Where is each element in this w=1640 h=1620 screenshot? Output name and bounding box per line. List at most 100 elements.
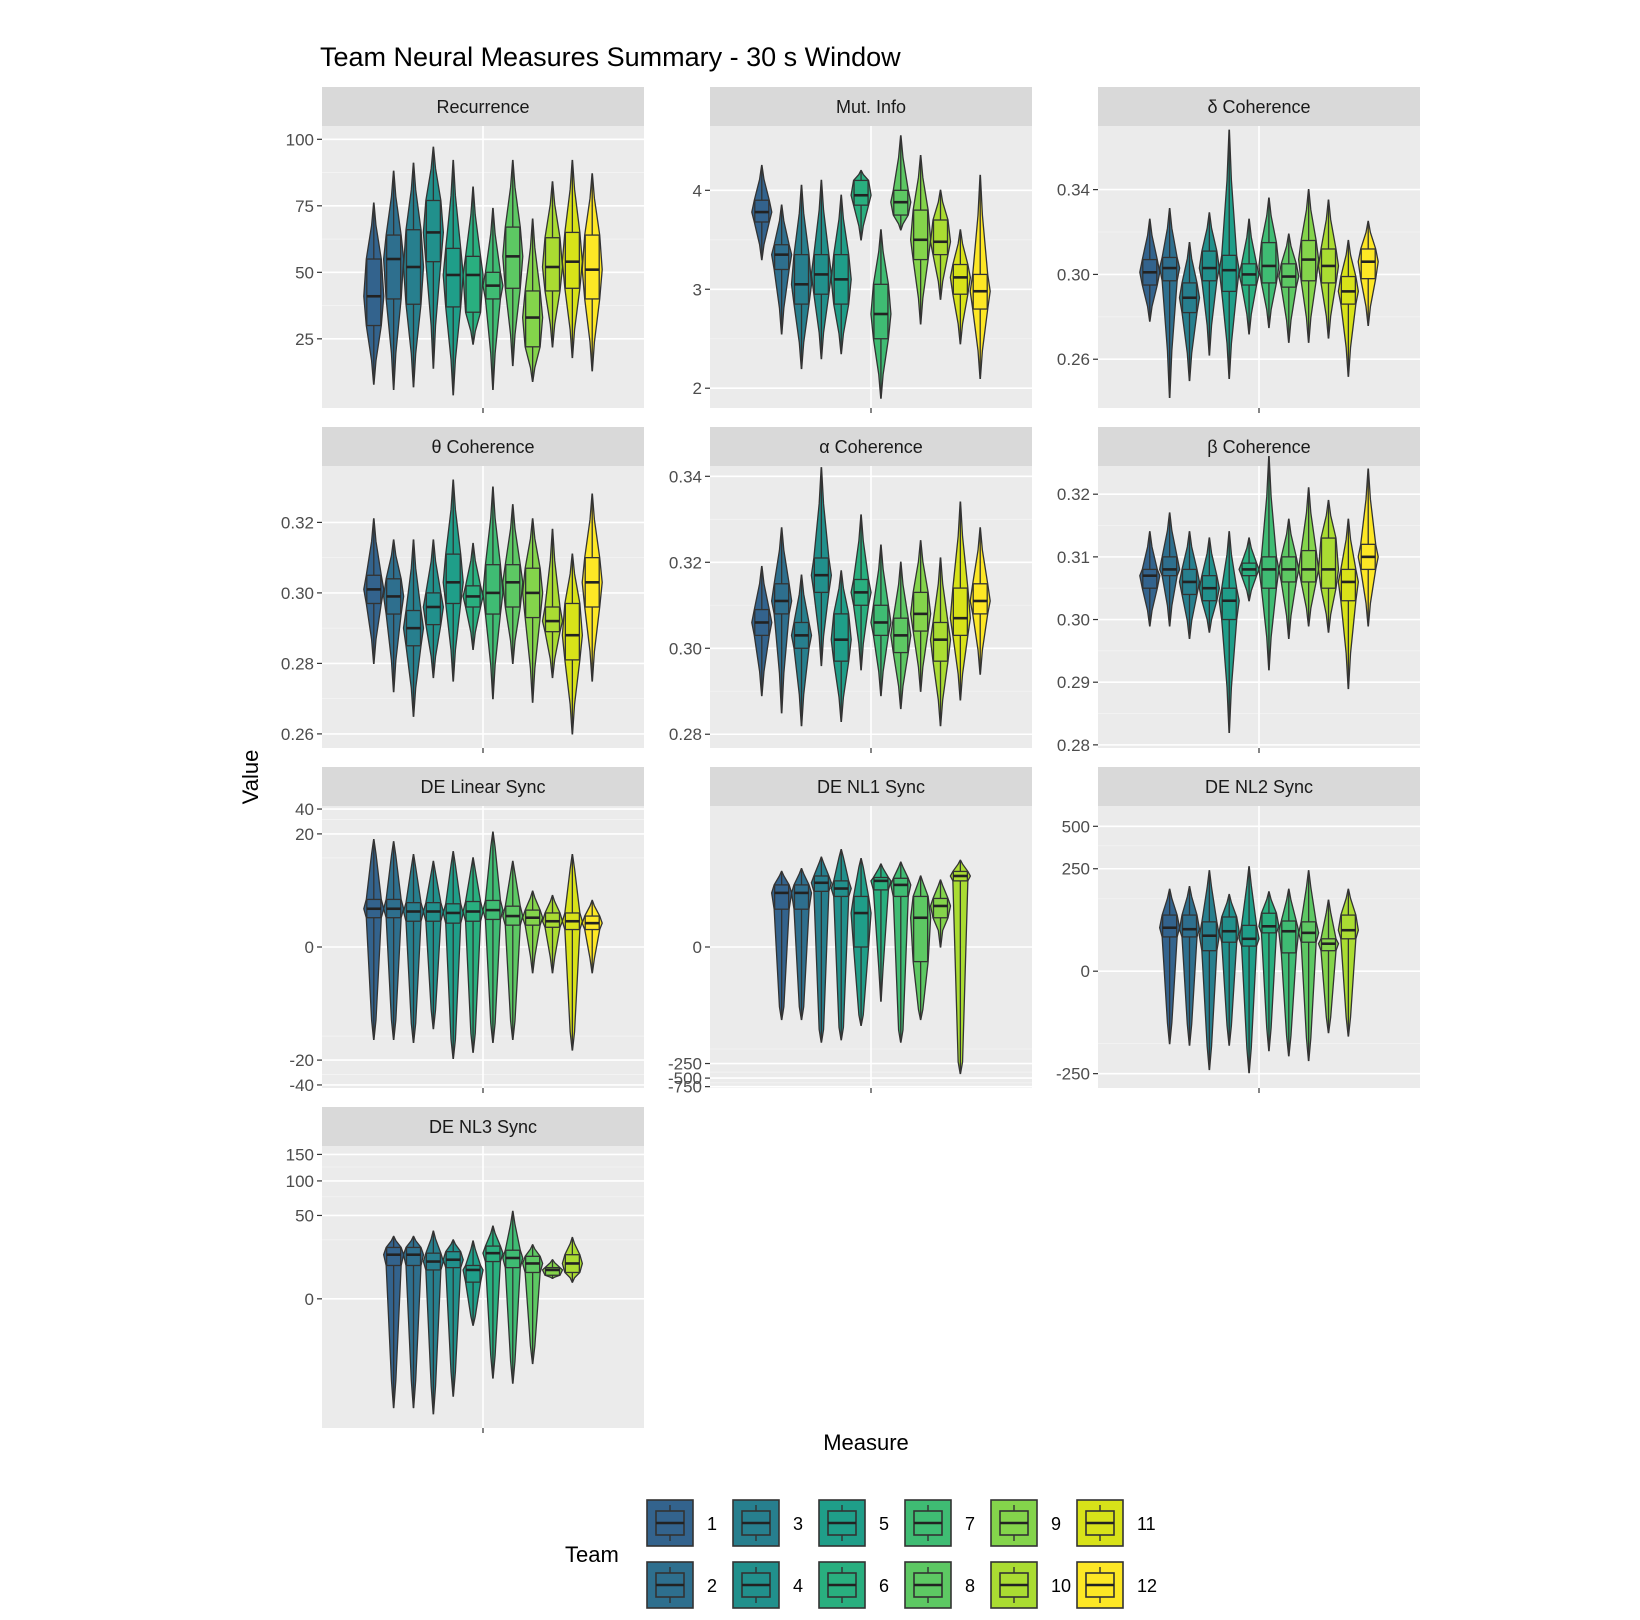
box-iqr	[544, 606, 561, 633]
strip-label: DE NL3 Sync	[429, 1117, 537, 1137]
legend-key-team-11: 11	[1076, 1499, 1156, 1547]
y-tick-label: 25	[295, 330, 314, 349]
violin-team-5	[830, 570, 852, 723]
violin-team-1	[1139, 531, 1161, 627]
box-iqr	[564, 602, 581, 661]
box-iqr	[1142, 568, 1158, 589]
violin-team-3	[402, 539, 425, 717]
y-axis-title: Value	[238, 750, 263, 805]
y-tick-label: 0.30	[669, 639, 702, 658]
violin-team-6	[1258, 891, 1280, 1052]
y-tick-label: 0	[1081, 962, 1090, 981]
violin-team-3	[422, 1230, 445, 1415]
panel-mut-info: Mut. Info 2 3 4	[693, 87, 1032, 413]
box-iqr	[773, 884, 790, 910]
legend-label: 7	[965, 1514, 975, 1534]
y-tick-label: 20	[295, 825, 314, 844]
violin-team-10	[1337, 888, 1360, 1037]
violin-team-12	[1357, 468, 1379, 627]
violin-team-4	[422, 146, 445, 369]
legend-key-team-3: 3	[732, 1499, 803, 1547]
violin-team-9	[929, 879, 952, 948]
legend-label: 5	[879, 1514, 889, 1534]
legend-label: 9	[1051, 1514, 1061, 1534]
y-tick-label: 0.34	[1057, 181, 1090, 200]
violin-team-2	[382, 841, 405, 1040]
violin-team-9	[521, 518, 544, 703]
box-iqr	[793, 884, 810, 910]
y-tick-label: 0.30	[1057, 265, 1090, 284]
y-tick-label: 0.28	[281, 654, 314, 673]
violin-team-1	[751, 565, 773, 697]
violin-team-3	[402, 854, 425, 1043]
legend-key-team-5: 5	[818, 1499, 889, 1547]
violin-team-8	[521, 1244, 544, 1365]
violin-team-3	[1178, 531, 1201, 639]
violin-team-4	[422, 860, 445, 1030]
legend-label: 4	[793, 1576, 803, 1596]
violin-team-11	[1337, 518, 1360, 690]
violin-team-12	[581, 899, 603, 974]
y-tick-label: 0.28	[1057, 736, 1090, 755]
violin-team-5	[1218, 129, 1240, 379]
violin-team-6	[1238, 537, 1260, 602]
legend-label: 11	[1137, 1514, 1156, 1534]
box-iqr	[1241, 924, 1257, 947]
violin-team-11	[949, 501, 972, 701]
violin-team-2	[1158, 512, 1181, 627]
violin-team-10	[1317, 199, 1340, 339]
legend-key-team-4: 4	[732, 1561, 803, 1609]
strip-background	[1098, 427, 1420, 466]
chart-title: Team Neural Measures Summary - 30 s Wind…	[320, 42, 901, 72]
panel-recurrence: Recurrence 25 50 75 100	[286, 87, 644, 413]
violin-team-7	[890, 861, 912, 1043]
y-tick-label: 500	[1062, 817, 1090, 836]
y-tick-label: 50	[295, 1206, 314, 1225]
violin-team-1	[1139, 218, 1161, 322]
violin-team-9	[521, 890, 544, 974]
legend-label: 2	[707, 1576, 717, 1596]
violin-team-1	[363, 838, 385, 1040]
legend-label: 3	[793, 1514, 803, 1534]
box-iqr	[853, 179, 869, 206]
box-iqr	[932, 219, 949, 256]
box-iqr	[853, 895, 869, 948]
violin-team-6	[870, 863, 892, 1002]
violin-team-5	[442, 851, 464, 1059]
strip-label: Mut. Info	[836, 97, 906, 117]
violin-team-3	[1198, 870, 1221, 1071]
strip-background	[710, 427, 1032, 466]
box-iqr	[524, 290, 541, 348]
violin-team-10	[541, 528, 564, 679]
legend-key-team-7: 7	[904, 1499, 975, 1547]
violin-team-8	[1278, 233, 1300, 343]
strip-label: θ Coherence	[431, 437, 534, 457]
legend-key-team-10: 10	[990, 1561, 1071, 1609]
violin-team-4	[1198, 537, 1221, 633]
box-iqr	[445, 553, 461, 605]
violin-team-6	[850, 514, 872, 671]
y-tick-label: 0.32	[669, 553, 702, 572]
violin-team-5	[1218, 531, 1240, 733]
box-iqr	[873, 283, 889, 340]
violin-team-2	[790, 868, 813, 1021]
box-iqr	[972, 583, 988, 615]
y-tick-label: 0.32	[281, 513, 314, 532]
violin-team-7	[1258, 197, 1280, 329]
box-iqr	[1340, 568, 1357, 602]
box-iqr	[1261, 241, 1277, 284]
violin-team-11	[561, 159, 584, 359]
box-iqr	[1281, 920, 1297, 954]
violin-team-12	[969, 527, 991, 675]
box-iqr	[912, 895, 929, 963]
box-iqr	[1221, 916, 1237, 943]
strip-label: δ Coherence	[1207, 97, 1310, 117]
strip-label: DE NL2 Sync	[1205, 777, 1313, 797]
box-iqr	[1221, 254, 1237, 293]
violin-team-12	[969, 174, 991, 379]
violin-team-7	[870, 229, 892, 399]
violin-team-11	[949, 229, 972, 345]
box-iqr	[773, 244, 790, 271]
violin-team-1	[382, 1235, 405, 1409]
violin-team-11	[561, 553, 584, 735]
